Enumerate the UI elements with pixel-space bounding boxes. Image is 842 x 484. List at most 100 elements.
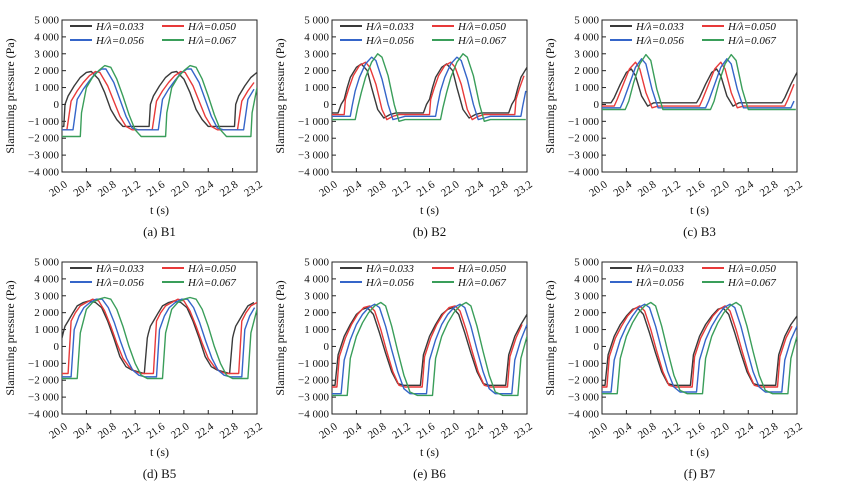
series-group (602, 301, 797, 395)
panel-caption: (b) B2 (413, 224, 447, 239)
x-tick-label: 20.0 (317, 178, 340, 199)
y-tick-label: 2 000 (304, 65, 329, 77)
x-tick-label: 22.0 (439, 420, 462, 441)
y-tick-label: 1 000 (574, 324, 599, 336)
x-tick-label: 20.0 (47, 420, 70, 441)
panel-caption: (e) B6 (413, 466, 446, 481)
y-tick-label: −2 000 (568, 133, 599, 145)
y-tick-label: 1 000 (34, 82, 59, 94)
x-tick-label: 22.4 (463, 420, 486, 441)
x-tick-label: 22.4 (463, 178, 486, 199)
legend-label: H/λ=0.050 (187, 21, 236, 33)
x-tick-label: 21.6 (685, 178, 708, 199)
y-tick-label: 0 (594, 99, 600, 111)
y-axis-label: Slamming pressure (Pa) (543, 38, 557, 153)
legend-label: H/λ=0.050 (457, 21, 506, 33)
y-tick-label: 0 (594, 341, 600, 353)
y-tick-label: −3 000 (28, 150, 59, 162)
series-line-3 (602, 303, 797, 393)
y-tick-label: 0 (54, 341, 60, 353)
y-tick-label: 5 000 (304, 257, 329, 269)
legend-label: H/λ=0.033 (365, 263, 414, 275)
y-tick-label: 2 000 (574, 65, 599, 77)
y-tick-label: −1 000 (298, 358, 329, 370)
series-line-4 (602, 53, 796, 111)
x-tick-label: 20.4 (611, 178, 634, 199)
y-tick-label: 0 (324, 341, 330, 353)
y-tick-label: −4 000 (568, 409, 599, 421)
legend-label: H/λ=0.067 (187, 35, 236, 47)
x-axis-label: t (s) (420, 203, 439, 217)
series-group (62, 296, 257, 380)
series-group (62, 64, 257, 138)
legend-label: H/λ=0.033 (635, 263, 684, 275)
x-tick-label: 22.0 (439, 178, 462, 199)
y-tick-label: −2 000 (298, 375, 329, 387)
legend-label: H/λ=0.056 (635, 35, 684, 47)
y-tick-label: 2 000 (574, 307, 599, 319)
y-tick-label: −4 000 (28, 167, 59, 179)
y-tick-label: 3 000 (34, 290, 59, 302)
y-tick-label: 3 000 (574, 48, 599, 60)
series-line-4 (332, 301, 527, 397)
y-tick-label: 3 000 (304, 290, 329, 302)
x-tick-label: 21.2 (660, 421, 683, 442)
chart-panel-b6: 5 000 4 000 3 000 2 000 1 000 0 −1 000 −2 000 −3… (273, 257, 535, 482)
series-line-4 (602, 301, 797, 395)
y-tick-label: 4 000 (304, 273, 329, 285)
series-line-1 (62, 70, 257, 128)
y-tick-label: −2 000 (28, 133, 59, 145)
y-tick-label: −1 000 (568, 116, 599, 128)
y-tick-label: 1 000 (304, 324, 329, 336)
y-tick-label: 0 (54, 99, 60, 111)
x-axis-label: t (s) (690, 445, 709, 459)
series-line-2 (602, 305, 793, 388)
chart-panel-b2: 5 000 4 000 3 000 2 000 1 000 0 −1 000 −2 000 −3… (273, 15, 535, 240)
series-line-3 (62, 298, 256, 378)
y-tick-label: −3 000 (298, 392, 329, 404)
x-tick-label: 22.4 (193, 420, 216, 441)
x-tick-label: 23.2 (782, 421, 805, 442)
series-line-1 (602, 306, 797, 386)
y-tick-label: 2 000 (304, 307, 329, 319)
x-tick-label: 20.0 (587, 420, 610, 441)
x-tick-label: 22.4 (733, 178, 756, 199)
series-line-2 (602, 61, 795, 109)
x-axis-label: t (s) (420, 445, 439, 459)
x-tick-label: 22.0 (709, 420, 732, 441)
series-line-4 (62, 296, 257, 380)
x-tick-label: 20.8 (96, 420, 119, 441)
x-tick-label: 20.8 (366, 420, 389, 441)
x-tick-label: 22.8 (218, 178, 241, 199)
legend-label: H/λ=0.033 (365, 21, 414, 33)
x-tick-label: 23.2 (512, 179, 535, 200)
x-tick-label: 21.6 (145, 420, 168, 441)
legend-label: H/λ=0.056 (365, 35, 414, 47)
x-tick-label: 22.0 (709, 178, 732, 199)
panel-caption: (f) B7 (684, 466, 716, 481)
series-line-4 (62, 64, 257, 138)
y-tick-label: 1 000 (34, 324, 59, 336)
y-tick-label: 1 000 (304, 82, 329, 94)
x-tick-label: 20.4 (71, 420, 94, 441)
x-tick-label: 22.8 (488, 178, 511, 199)
legend-label: H/λ=0.067 (187, 277, 236, 289)
series-line-3 (332, 56, 527, 121)
legend-label: H/λ=0.050 (727, 263, 776, 275)
x-tick-label: 21.6 (145, 178, 168, 199)
series-line-3 (332, 303, 527, 395)
x-tick-label: 20.4 (71, 178, 94, 199)
y-tick-label: 5 000 (304, 15, 329, 27)
x-tick-label: 20.4 (341, 420, 364, 441)
series-line-3 (602, 58, 795, 109)
legend-label: H/λ=0.056 (635, 277, 684, 289)
x-tick-label: 22.8 (758, 178, 781, 199)
x-tick-label: 22.4 (193, 178, 216, 199)
legend-label: H/λ=0.050 (727, 21, 776, 33)
y-tick-label: 5 000 (34, 257, 59, 269)
y-axis-label: Slamming pressure (Pa) (3, 280, 17, 395)
x-tick-label: 21.6 (415, 178, 438, 199)
y-tick-label: −3 000 (298, 150, 329, 162)
series-line-1 (332, 63, 527, 119)
